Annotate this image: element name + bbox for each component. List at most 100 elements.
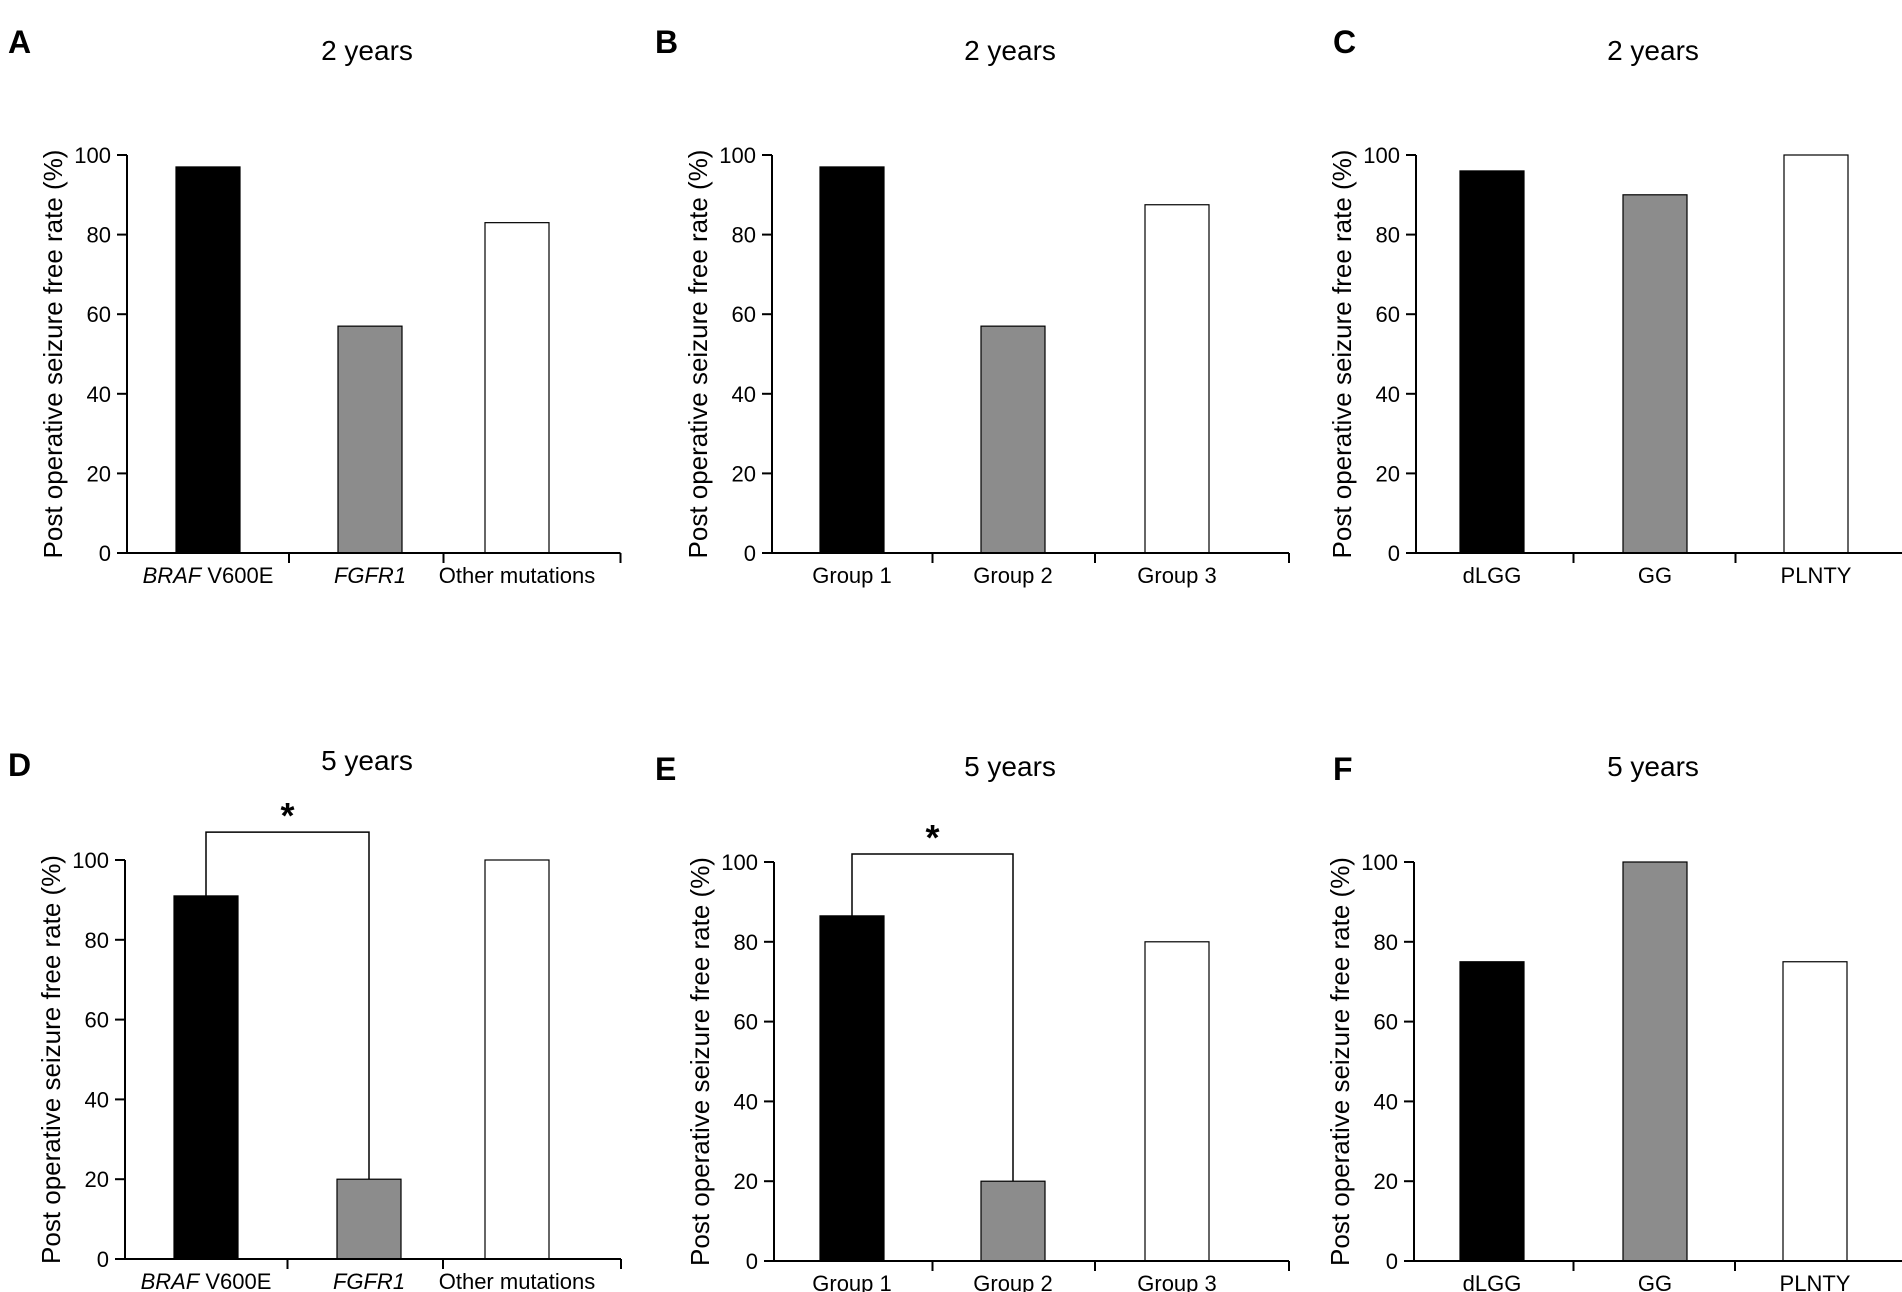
y-tick-label: 80 <box>85 928 109 953</box>
y-tick-label: 80 <box>734 930 758 955</box>
y-tick-label: 0 <box>97 1247 109 1272</box>
x-category-label: Group 2 <box>973 1271 1053 1292</box>
panel-title: 2 years <box>321 35 413 66</box>
panel-letter: D <box>8 747 31 783</box>
x-category-label: Other mutations <box>439 1269 596 1292</box>
bar <box>819 915 885 1262</box>
bar <box>1459 961 1525 1262</box>
x-category-label: Other mutations <box>439 563 596 588</box>
x-category-label: Group 1 <box>812 1271 892 1292</box>
x-category-label: Group 1 <box>812 563 892 588</box>
panel-letter: A <box>8 24 31 60</box>
chart-panel-e: E 5 years 0 20 40 60 80 100 Group 1 Group 2 Group … <box>655 751 1290 1292</box>
panel-letter: C <box>1333 24 1356 60</box>
y-tick-label: 20 <box>734 1169 758 1194</box>
bar <box>1783 154 1849 554</box>
bar <box>819 166 885 554</box>
panel-letter: B <box>655 24 678 60</box>
x-category-label: PLNTY <box>1781 563 1852 588</box>
bar <box>980 325 1046 554</box>
y-tick-label: 20 <box>87 461 111 486</box>
bar <box>980 1180 1046 1262</box>
y-tick-label: 0 <box>99 541 111 566</box>
y-tick-label: 80 <box>1376 223 1400 248</box>
panel-title: 2 years <box>1607 35 1699 66</box>
panel-title: 5 years <box>964 751 1056 782</box>
x-category-label: FGFR1 <box>334 563 406 588</box>
y-tick-label: 60 <box>85 1008 109 1033</box>
bar <box>336 1178 402 1260</box>
bar <box>1144 941 1210 1262</box>
y-tick-label: 20 <box>1376 461 1400 486</box>
y-tick-label: 20 <box>1374 1169 1398 1194</box>
y-tick-label: 0 <box>1388 541 1400 566</box>
y-axis-title: Post operative seizure free rate (%) <box>36 855 66 1264</box>
bar <box>1459 170 1525 554</box>
y-tick-label: 20 <box>85 1167 109 1192</box>
x-category-label: GG <box>1638 1271 1672 1292</box>
chart-panel-d: D 5 years 0 20 40 60 80 100 BRAF V600E FGFR1 Other… <box>8 745 622 1292</box>
bar <box>175 166 241 554</box>
x-category-label: BRAF V600E <box>143 563 274 588</box>
significance-bracket <box>851 853 1014 1182</box>
chart-panel-a: A 2 years 0 20 40 60 80 100 BRAF V600E FGFR1 Other… <box>8 24 622 588</box>
significance-star: * <box>280 795 294 836</box>
y-tick-label: 100 <box>72 848 109 873</box>
y-tick-label: 60 <box>732 302 756 327</box>
x-category-label: Group 3 <box>1137 563 1217 588</box>
panel-letter: E <box>655 751 676 787</box>
y-tick-label: 60 <box>1376 302 1400 327</box>
x-category-label: dLGG <box>1463 563 1522 588</box>
y-tick-label: 60 <box>1374 1010 1398 1035</box>
bar <box>1622 194 1688 554</box>
x-category-label: FGFR1 <box>333 1269 405 1292</box>
x-category-label: Group 2 <box>973 563 1053 588</box>
y-axis-title: Post operative seizure free rate (%) <box>685 857 715 1266</box>
y-tick-label: 100 <box>1361 850 1398 875</box>
y-tick-label: 40 <box>1374 1089 1398 1114</box>
bar <box>173 895 239 1260</box>
bar <box>1622 861 1688 1262</box>
significance-star: * <box>925 817 939 858</box>
x-category-label: BRAF V600E <box>141 1269 272 1292</box>
y-axis-title: Post operative seizure free rate (%) <box>38 150 68 559</box>
y-tick-label: 60 <box>87 302 111 327</box>
bar <box>337 325 403 554</box>
panel-title: 5 years <box>321 745 413 776</box>
y-tick-label: 0 <box>744 541 756 566</box>
panel-letter: F <box>1333 751 1353 787</box>
y-tick-label: 40 <box>85 1087 109 1112</box>
bar <box>484 222 550 554</box>
panel-title: 2 years <box>964 35 1056 66</box>
y-tick-label: 100 <box>74 143 111 168</box>
y-tick-label: 40 <box>87 382 111 407</box>
bar <box>1782 961 1848 1262</box>
panel-title: 5 years <box>1607 751 1699 782</box>
chart-panel-f: F 5 years 0 20 40 60 80 100 dLGG GG PLNTY Post oper… <box>1325 751 1902 1292</box>
chart-panel-c: C 2 years 0 20 40 60 80 100 dLGG GG PLNTY Post oper… <box>1327 24 1902 588</box>
y-tick-label: 20 <box>732 461 756 486</box>
y-axis-title: Post operative seizure free rate (%) <box>683 150 713 559</box>
y-tick-label: 100 <box>1363 143 1400 168</box>
y-axis-title: Post operative seizure free rate (%) <box>1327 150 1357 559</box>
x-category-label: Group 3 <box>1137 1271 1217 1292</box>
y-tick-label: 40 <box>734 1089 758 1114</box>
y-tick-label: 100 <box>719 143 756 168</box>
y-tick-label: 40 <box>732 382 756 407</box>
y-tick-label: 80 <box>732 223 756 248</box>
y-tick-label: 80 <box>87 223 111 248</box>
significance-bracket <box>205 831 370 1180</box>
y-axis-title: Post operative seizure free rate (%) <box>1325 857 1355 1266</box>
y-tick-label: 0 <box>1386 1249 1398 1274</box>
bar <box>1144 204 1210 554</box>
x-category-label: PLNTY <box>1780 1271 1851 1292</box>
y-tick-label: 0 <box>746 1249 758 1274</box>
y-tick-label: 40 <box>1376 382 1400 407</box>
y-tick-label: 80 <box>1374 930 1398 955</box>
y-tick-label: 100 <box>721 850 758 875</box>
bar <box>484 859 550 1260</box>
x-category-label: GG <box>1638 563 1672 588</box>
y-tick-label: 60 <box>734 1010 758 1035</box>
x-category-label: dLGG <box>1463 1271 1522 1292</box>
